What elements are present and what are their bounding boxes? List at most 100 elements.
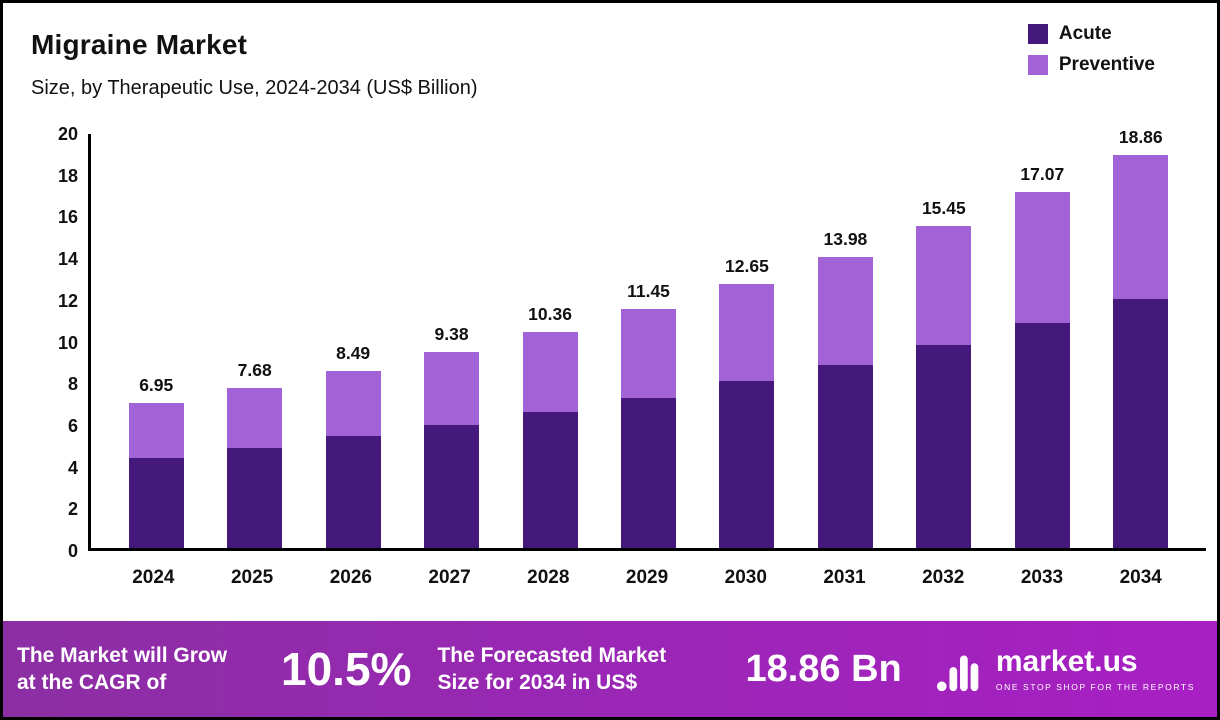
stacked-bar (1113, 154, 1169, 548)
x-axis-tick: 2032 (922, 567, 965, 588)
market-us-logo: market.us ONE STOP SHOP FOR THE REPORTS (936, 644, 1195, 694)
legend: Acute Preventive (1027, 23, 1155, 76)
stacked-bar (424, 352, 480, 548)
brand-text: market.us ONE STOP SHOP FOR THE REPORTS (995, 644, 1195, 692)
y-axis-tick: 10 (57, 332, 78, 353)
bar-segment-preventive (817, 256, 873, 365)
y-axis-tick: 8 (67, 374, 78, 395)
bar-segment-acute (719, 381, 775, 548)
bar-segment-acute (620, 397, 676, 548)
bar-total-label: 6.95 (139, 375, 174, 396)
forecast-label: The Forecasted Market Size for 2034 in U… (437, 642, 745, 697)
cagr-label-line2: at the CAGR of (17, 671, 167, 694)
bar-segment-preventive (522, 332, 578, 413)
stacked-bar (522, 332, 578, 548)
bar-segment-acute (817, 364, 873, 548)
stacked-bar (1014, 192, 1070, 548)
cagr-label-line1: The Market will Grow (17, 643, 228, 667)
bar-column-2034: 18.86 (1092, 127, 1190, 548)
y-axis-tick: 0 (67, 541, 78, 561)
bar-column-2032: 15.45 (895, 198, 993, 548)
forecast-value: 18.86 Bn (745, 647, 902, 690)
bar-total-label: 8.49 (336, 342, 371, 363)
forecast-label-line1: The Forecasted Market (437, 643, 667, 667)
y-axis-tick: 18 (57, 165, 78, 186)
bar-total-label: 7.68 (237, 359, 272, 380)
bar-column-2033: 17.07 (993, 164, 1091, 548)
bar-segment-preventive (227, 387, 283, 448)
bar-total-label: 13.98 (823, 228, 868, 249)
stacked-bar (128, 403, 184, 548)
bar-column-2025: 7.68 (205, 360, 303, 548)
bar-column-2026: 8.49 (304, 343, 402, 548)
bar-column-2028: 10.36 (501, 304, 599, 548)
page-title: Migraine Market (31, 29, 248, 60)
stacked-bar (719, 284, 775, 548)
chart-header: Migraine Market Size, by Therapeutic Use… (31, 29, 478, 100)
bar-segment-preventive (424, 352, 480, 425)
bar-segment-preventive (719, 284, 775, 382)
bar-segment-preventive (916, 225, 972, 345)
bar-total-label: 18.86 (1118, 126, 1163, 147)
y-axis-tick: 14 (57, 249, 78, 270)
footer-banner: The Market will Grow at the CAGR of 10.5… (3, 621, 1217, 717)
legend-label: Acute (1058, 23, 1112, 44)
y-axis-tick: 12 (57, 290, 78, 311)
stacked-bar (817, 256, 873, 548)
x-axis-tick: 2028 (527, 567, 570, 588)
brand-name: market.us (995, 644, 1138, 678)
y-axis-tick: 6 (67, 415, 78, 436)
bar-segment-preventive (1113, 154, 1169, 299)
x-axis-tick: 2027 (428, 567, 471, 588)
x-axis-tick: 2034 (1119, 567, 1162, 588)
brand-tagline: ONE STOP SHOP FOR THE REPORTS (995, 681, 1195, 692)
bar-column-2030: 12.65 (698, 256, 796, 548)
bar-column-2031: 13.98 (796, 229, 894, 548)
forecast-label-line2: Size for 2034 in US$ (437, 671, 638, 694)
stacked-bar (325, 370, 381, 548)
bar-segment-acute (1014, 322, 1070, 548)
stacked-bar (620, 309, 676, 548)
x-axis-tick: 2030 (724, 567, 767, 588)
cagr-label: The Market will Grow at the CAGR of (17, 642, 279, 697)
y-axis: 0 2 4 6 8 10 12 14 16 18 20 (30, 125, 78, 560)
plot-area: 6.95 7.68 8.49 9.38 10.36 11.45 12.65 13.98 15.4… (88, 127, 1206, 551)
market-us-logo-icon (936, 655, 979, 692)
stacked-bar (916, 225, 972, 548)
legend-swatch (1027, 55, 1048, 75)
bar-column-2027: 9.38 (402, 324, 500, 548)
bar-segment-preventive (620, 309, 676, 398)
x-axis-tick: 2033 (1020, 567, 1064, 588)
bar-segment-preventive (325, 370, 381, 437)
page-subtitle: Size, by Therapeutic Use, 2024-2034 (US$… (31, 77, 478, 99)
legend-label: Preventive (1058, 54, 1155, 75)
bar-total-label: 12.65 (725, 256, 769, 277)
bar-column-2024: 6.95 (107, 375, 205, 548)
x-axis-tick: 2029 (625, 567, 669, 588)
bar-segment-acute (325, 436, 381, 548)
bar-segment-preventive (1014, 192, 1070, 323)
legend-item-acute: Acute (1027, 23, 1155, 45)
x-axis-tick: 2031 (823, 567, 866, 588)
x-axis-tick: 2024 (132, 567, 175, 588)
y-axis-tick: 16 (57, 207, 78, 228)
bar-segment-acute (916, 344, 972, 548)
stacked-bar (227, 387, 283, 548)
x-axis-tick: 2026 (329, 567, 372, 588)
bar-total-label: 11.45 (627, 281, 670, 302)
cagr-value: 10.5% (281, 643, 412, 695)
x-axis-tick: 2025 (230, 567, 274, 588)
legend-item-preventive: Preventive (1027, 54, 1155, 76)
bar-segment-acute (128, 458, 184, 548)
bar-segment-acute (227, 447, 283, 548)
bar-total-label: 10.36 (528, 304, 572, 325)
legend-swatch (1027, 24, 1048, 44)
y-axis-tick: 4 (67, 457, 78, 478)
bar-segment-acute (522, 412, 578, 548)
y-axis-tick: 2 (67, 499, 78, 520)
y-axis-tick: 20 (57, 124, 78, 144)
bar-total-label: 15.45 (921, 197, 966, 218)
bar-total-label: 17.07 (1020, 164, 1065, 185)
bar-total-label: 9.38 (434, 324, 469, 345)
